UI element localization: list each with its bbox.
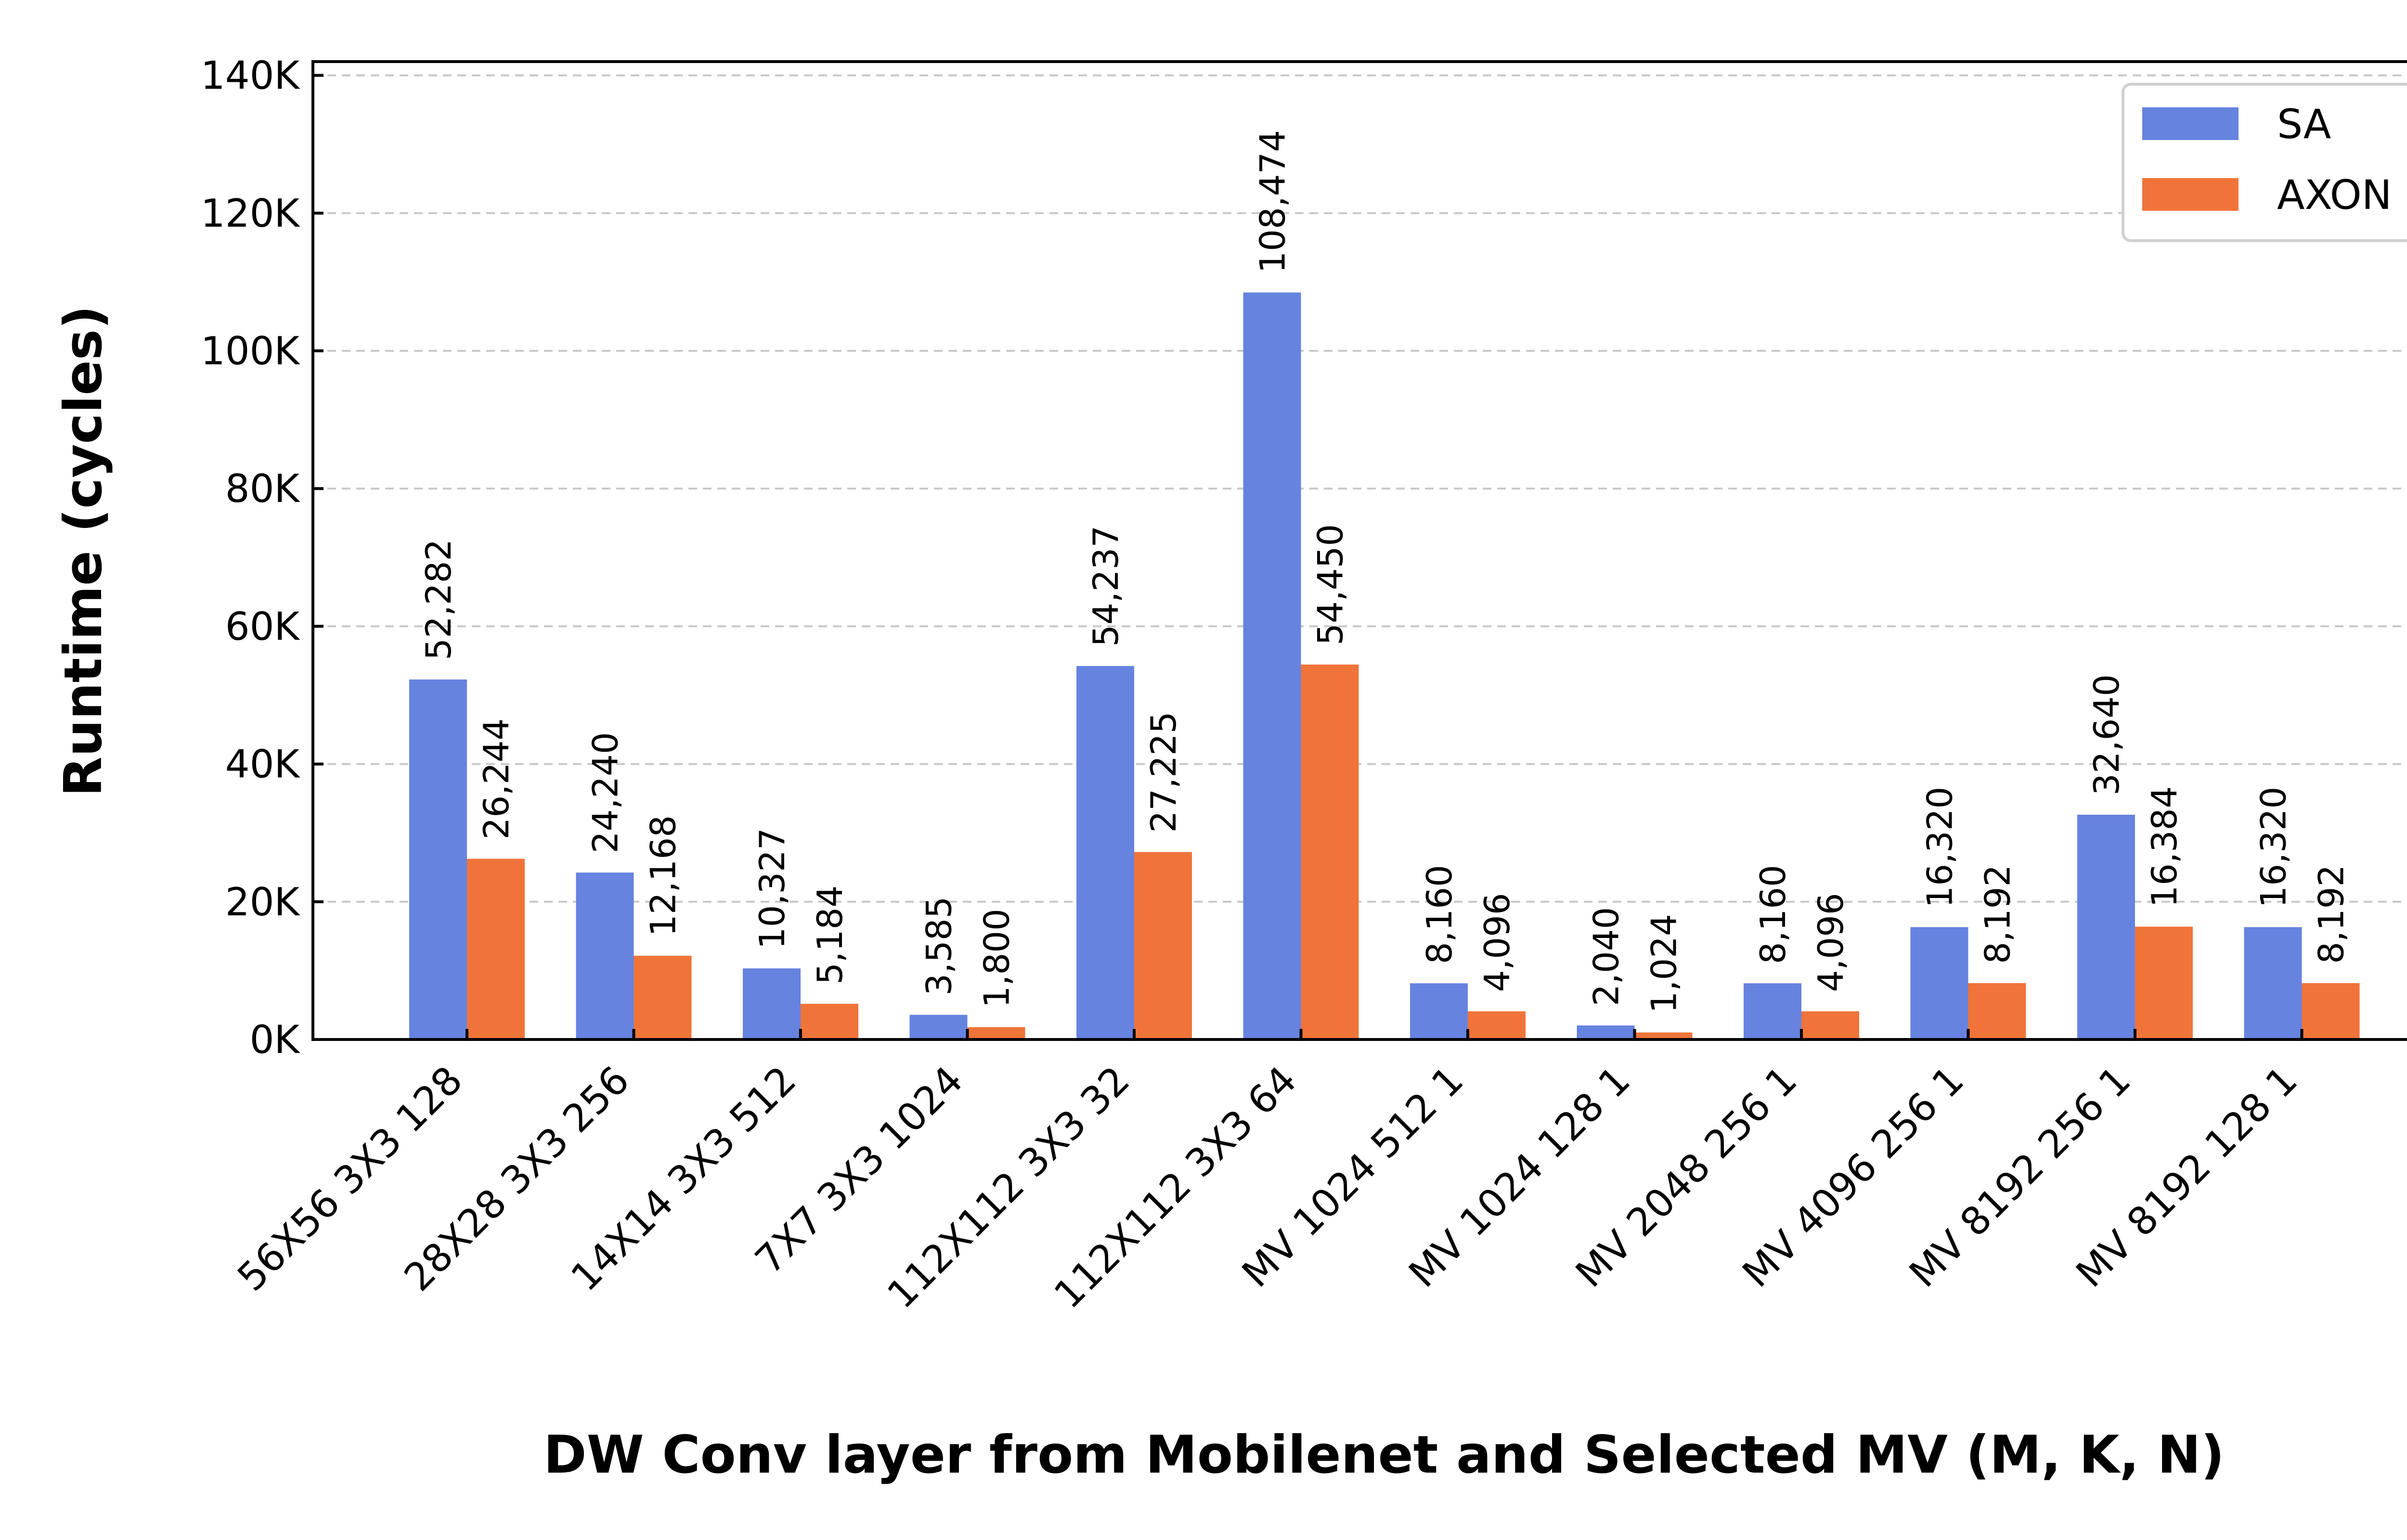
data-label-sa: 54,237 — [1086, 526, 1126, 647]
data-label-axon: 54,450 — [1310, 524, 1351, 645]
bar-sa — [576, 873, 634, 1040]
plot-frame — [311, 60, 2407, 1041]
bar-sa — [1910, 927, 1968, 1040]
bar-sa — [1076, 666, 1134, 1040]
legend-label-axon: AXON — [2277, 171, 2392, 218]
y-tick-label: 140K — [201, 53, 301, 98]
y-axis-title: Runtime (cycles) — [53, 306, 114, 797]
y-tick-label: 60K — [225, 604, 301, 649]
bar-sa — [409, 679, 467, 1040]
x-axis-title: DW Conv layer from Mobilenet and Selecte… — [544, 1425, 2225, 1485]
bar-axon — [1634, 1032, 1693, 1040]
bar-axon — [2302, 983, 2360, 1040]
data-label-sa: 16,320 — [2253, 787, 2294, 908]
data-label-axon: 12,168 — [643, 815, 684, 937]
bar-sa — [909, 1014, 968, 1040]
data-label-sa: 32,640 — [2086, 674, 2127, 796]
y-tick-label: 0K — [250, 1017, 301, 1062]
bar-sa — [1744, 983, 1801, 1040]
y-tick-label: 80K — [225, 466, 301, 511]
data-label-axon: 27,225 — [1143, 711, 1184, 833]
data-label-sa: 108,474 — [1253, 130, 1293, 273]
data-label-sa: 52,282 — [418, 539, 459, 660]
bar-sa — [1243, 292, 1301, 1040]
data-label-axon: 5,184 — [810, 886, 850, 985]
data-label-sa: 8,160 — [1419, 865, 1460, 964]
y-tick-label: 20K — [225, 880, 301, 924]
data-label-axon: 4,096 — [1477, 893, 1517, 992]
bar-axon — [967, 1027, 1025, 1040]
data-label-sa: 24,240 — [585, 732, 626, 853]
data-label-sa: 2,040 — [1586, 907, 1627, 1006]
bar-sa — [1577, 1025, 1635, 1040]
legend-swatch-axon — [2142, 178, 2239, 211]
bar-axon — [1134, 852, 1192, 1040]
y-tick-label: 40K — [225, 742, 301, 787]
legend-swatch-sa — [2142, 107, 2239, 140]
data-label-sa: 10,327 — [752, 828, 792, 949]
bar-sa — [743, 968, 801, 1040]
y-tick-label: 120K — [201, 191, 301, 236]
data-label-axon: 8,192 — [2311, 865, 2352, 964]
bar-axon — [1968, 983, 2026, 1040]
bar-axon — [1468, 1011, 1526, 1040]
legend-label-sa: SA — [2277, 101, 2331, 148]
bar-sa — [2077, 814, 2135, 1040]
data-label-axon: 4,096 — [1811, 893, 1851, 992]
bar-axon — [1801, 1011, 1859, 1040]
data-label-axon: 16,384 — [2144, 786, 2185, 908]
y-axis-tick-labels: 0K 20K 40K 60K 80K 100K 120K 140K — [201, 53, 301, 1062]
legend: SA AXON — [2122, 83, 2407, 242]
data-label-sa: 16,320 — [1920, 787, 1960, 908]
data-label-axon: 1,800 — [977, 909, 1017, 1008]
data-label-sa: 8,160 — [1753, 865, 1793, 964]
bar-axon — [634, 955, 692, 1040]
bar-axon — [1301, 664, 1359, 1040]
bar-axon — [467, 859, 525, 1040]
data-labels: 52,282 26,244 24,240 12,168 10,327 5,184 3,585… — [418, 130, 2352, 1013]
axis-ticks — [313, 74, 2303, 1041]
data-label-axon: 26,244 — [476, 719, 517, 840]
bar-series — [409, 292, 2360, 1040]
data-label-axon: 8,192 — [1978, 865, 2018, 964]
data-label-axon: 1,024 — [1644, 914, 1684, 1013]
data-label-sa: 3,585 — [919, 897, 959, 996]
y-tick-label: 100K — [201, 329, 301, 373]
bar-axon — [2135, 926, 2193, 1040]
bar-sa — [1410, 983, 1468, 1040]
grid-lines — [313, 74, 2407, 903]
bar-axon — [801, 1003, 858, 1040]
bar-sa — [2244, 927, 2302, 1040]
